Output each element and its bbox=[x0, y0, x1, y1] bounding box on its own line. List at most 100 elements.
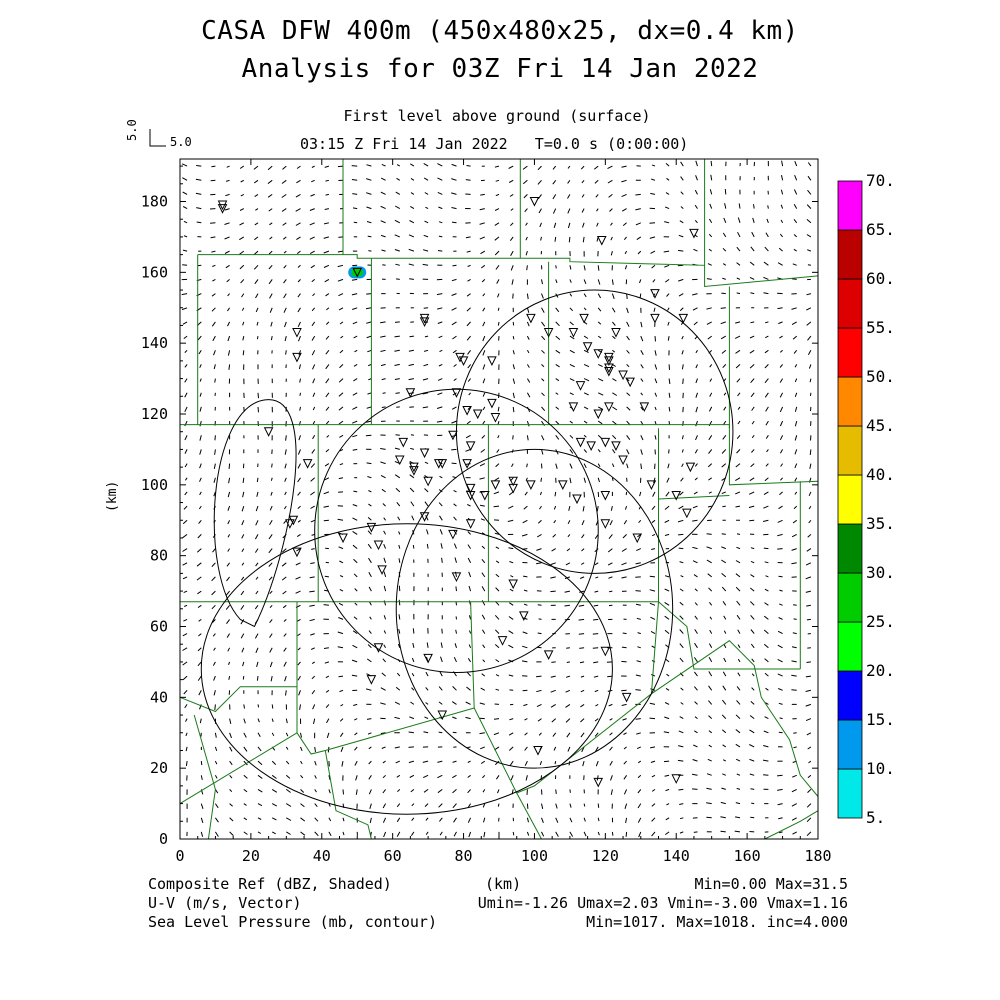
radar-site-marker bbox=[451, 388, 462, 398]
radar-site-marker bbox=[639, 402, 650, 413]
radar-site-marker bbox=[604, 367, 614, 377]
radar-site-marker bbox=[292, 352, 302, 363]
radar-site-marker bbox=[437, 459, 448, 469]
radar-site-marker bbox=[487, 398, 497, 409]
radar-site-marker bbox=[678, 313, 689, 324]
footer-vector-range: Umin=-1.26 Umax=2.03 Vmin=-3.00 Vmax=1.1… bbox=[477, 894, 848, 912]
radar-site-marker bbox=[618, 455, 628, 466]
radar-site-marker bbox=[600, 519, 611, 529]
radar-site-marker bbox=[625, 377, 635, 388]
colorbar-label: 10. bbox=[866, 759, 895, 778]
radar-site-marker bbox=[419, 512, 430, 522]
y-tick-label: 140 bbox=[141, 334, 168, 352]
radar-site-marker bbox=[451, 572, 462, 583]
colorbar-label: 60. bbox=[866, 269, 895, 288]
radar-site-marker bbox=[394, 455, 405, 466]
colorbar-label: 55. bbox=[866, 318, 895, 337]
x-tick-label: 100 bbox=[521, 847, 548, 865]
radar-site-marker bbox=[611, 328, 621, 338]
radar-site-marker bbox=[579, 313, 589, 324]
radar-site-marker bbox=[621, 692, 632, 703]
x-tick-label: 160 bbox=[734, 847, 761, 865]
radar-site-marker bbox=[543, 328, 554, 338]
colorbar-swatch bbox=[837, 376, 863, 427]
radar-site-marker bbox=[689, 228, 699, 239]
radar-site-marker bbox=[572, 494, 582, 505]
radar-site-marker bbox=[465, 519, 476, 529]
y-tick-label: 0 bbox=[159, 830, 168, 848]
y-tick-label: 60 bbox=[150, 618, 168, 636]
radar-site-marker bbox=[497, 636, 508, 646]
radar-site-marker bbox=[618, 370, 628, 381]
radar-site-marker bbox=[373, 540, 384, 551]
radar-site-marker bbox=[263, 427, 274, 437]
radar-site-marker bbox=[586, 441, 596, 451]
x-tick-label: 140 bbox=[663, 847, 690, 865]
radar-site-marker bbox=[480, 490, 490, 501]
radar-site-marker bbox=[529, 197, 540, 207]
radar-site-marker bbox=[600, 646, 611, 657]
radar-site-marker bbox=[292, 328, 302, 338]
colorbar-swatch bbox=[837, 523, 863, 574]
radar-site-marker bbox=[632, 533, 643, 544]
x-tick-label: 120 bbox=[592, 847, 619, 865]
radar-site-marker bbox=[448, 529, 458, 540]
footer-vector: U-V (m/s, Vector) bbox=[148, 894, 302, 912]
radar-site-marker bbox=[519, 611, 529, 621]
footer-pressure-range: Min=1017. Max=1018. inc=4.000 bbox=[586, 913, 848, 931]
radar-site-marker bbox=[338, 533, 348, 544]
colorbar-swatch bbox=[837, 229, 863, 280]
radar-site-marker bbox=[611, 441, 621, 451]
colorbar-label: 40. bbox=[866, 465, 895, 484]
radar-site-marker bbox=[419, 317, 430, 328]
colorbar-swatch bbox=[837, 278, 863, 329]
colorbar-swatch bbox=[837, 572, 863, 623]
radar-site-marker bbox=[533, 745, 543, 756]
x-axis-label: (km) bbox=[485, 875, 522, 893]
radar-site-marker bbox=[462, 405, 472, 416]
radar-site-marker bbox=[685, 462, 696, 473]
radar-site-marker bbox=[582, 342, 593, 352]
radar-site-marker bbox=[650, 313, 660, 324]
radar-site-marker bbox=[377, 565, 387, 575]
colorbar-label: 20. bbox=[866, 661, 895, 680]
vector-scale-value: 5.0 bbox=[170, 135, 192, 149]
radar-site-marker bbox=[285, 519, 295, 529]
axes: 0 20 40 60 80 100 120 140 160 180 0 20 40 60 80 100 120 1… bbox=[141, 159, 832, 865]
radar-site-marker bbox=[366, 675, 377, 685]
vector-scale-bracket bbox=[149, 129, 166, 147]
radar-site-marker bbox=[604, 356, 614, 366]
colorbar: 5. 10. 15. 20. 25. 30. 35. 40. 45. 50. 55. 60. 65. 70… bbox=[837, 171, 895, 827]
colorbar-label: 65. bbox=[866, 220, 895, 239]
radar-site-marker bbox=[409, 466, 419, 476]
time-label: 03:15 Z Fri 14 Jan 2022 T=0.0 s (0:00:00… bbox=[300, 135, 689, 153]
colorbar-swatch bbox=[837, 670, 863, 721]
radar-site-marker bbox=[575, 381, 586, 391]
radar-sites bbox=[217, 197, 699, 788]
radar-site-marker bbox=[490, 413, 501, 423]
radar-site-marker bbox=[568, 402, 579, 413]
radar-site-marker bbox=[682, 508, 692, 519]
footer-pressure: Sea Level Pressure (mb, contour) bbox=[148, 913, 437, 931]
colorbar-label: 70. bbox=[866, 171, 895, 190]
title-line-1: CASA DFW 400m (450x480x25, dx=0.4 km) bbox=[201, 16, 799, 46]
radar-site-marker bbox=[398, 437, 409, 448]
x-tick-label: 180 bbox=[804, 847, 831, 865]
level-label: First level above ground (surface) bbox=[343, 107, 651, 125]
radar-site-marker bbox=[465, 490, 476, 501]
y-tick-label: 20 bbox=[150, 759, 168, 777]
x-tick-label: 20 bbox=[242, 847, 260, 865]
radar-site-marker bbox=[593, 409, 604, 420]
wind-vector-field bbox=[181, 160, 812, 838]
radar-site-marker bbox=[409, 462, 419, 473]
radar-site-marker bbox=[458, 356, 469, 366]
x-tick-label: 60 bbox=[384, 847, 402, 865]
radar-site-marker bbox=[650, 289, 660, 299]
radar-site-marker bbox=[490, 480, 501, 490]
colorbar-label: 45. bbox=[866, 416, 895, 435]
radar-site-marker bbox=[366, 522, 377, 533]
pressure-contours bbox=[200, 289, 734, 815]
radar-site-marker bbox=[671, 490, 682, 501]
colorbar-swatch bbox=[837, 768, 863, 819]
